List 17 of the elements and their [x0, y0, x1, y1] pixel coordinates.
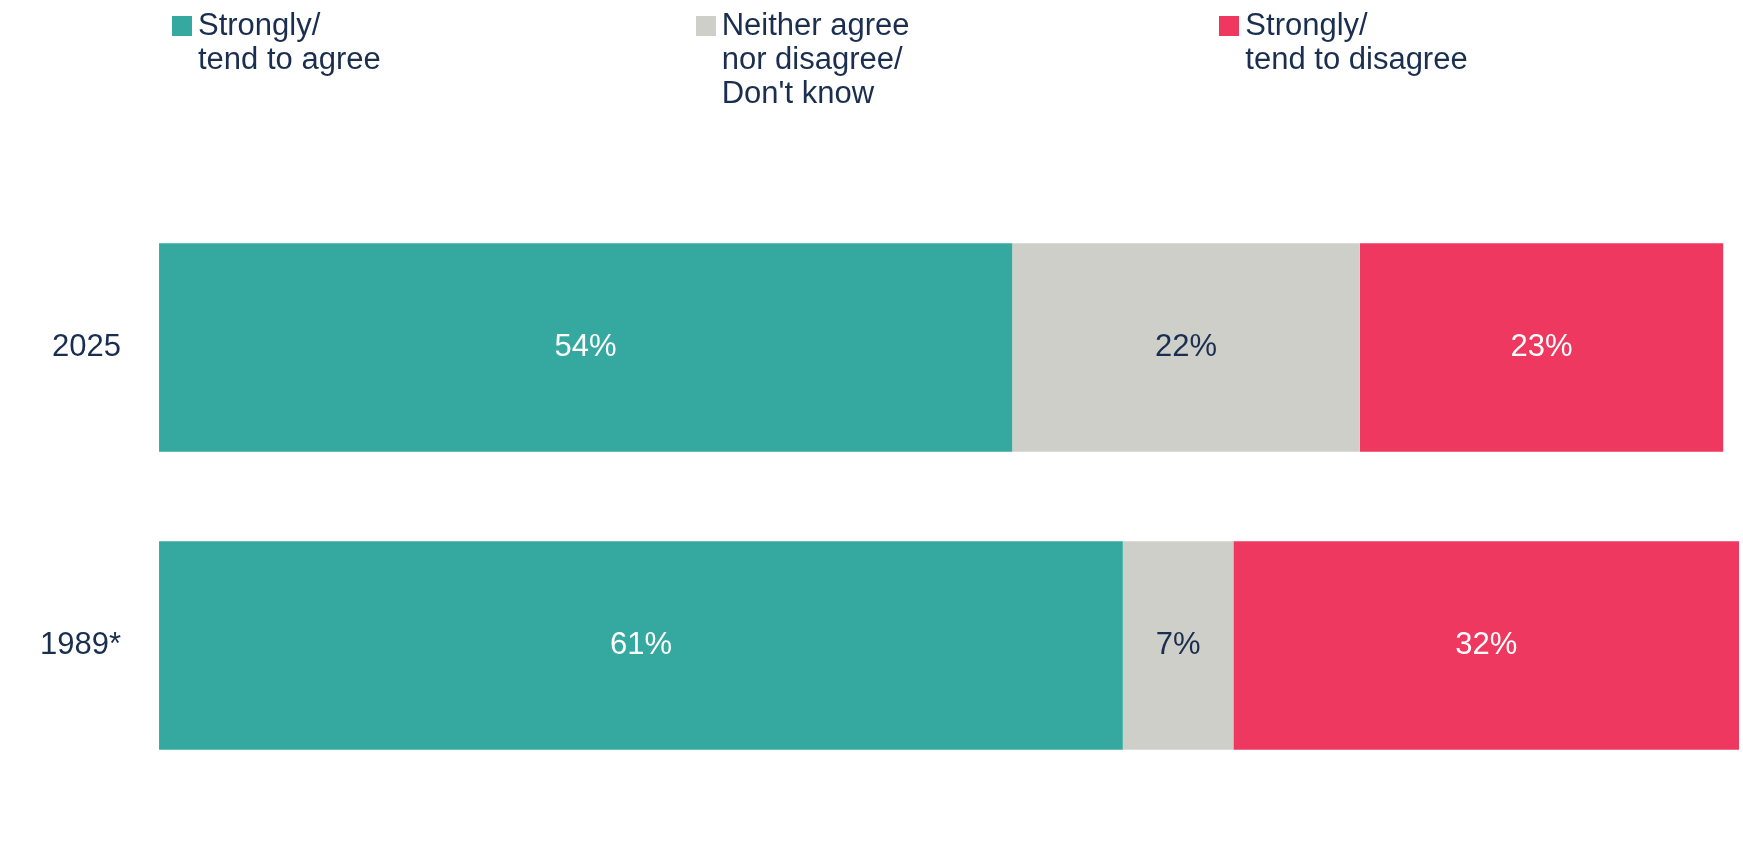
bar — [1233, 541, 1739, 750]
data-label: 23% — [1510, 328, 1573, 364]
y-tick-label: 1989* — [40, 626, 122, 661]
data-label: 22% — [1154, 328, 1218, 364]
bar — [159, 541, 1123, 750]
bar — [159, 243, 1013, 452]
bar — [1012, 243, 1360, 452]
legend-label: Neither agree nor disagree/ Don't know — [721, 7, 910, 110]
bar — [1359, 243, 1724, 452]
y-tick-label: 2025 — [52, 328, 122, 364]
legend-label: Strongly/ tend to disagree — [1245, 7, 1468, 76]
data-label: 54% — [554, 328, 617, 364]
bar — [1122, 541, 1234, 750]
data-label: 7% — [1155, 626, 1201, 661]
data-label: 32% — [1455, 626, 1518, 661]
data-label: 61% — [609, 626, 672, 661]
legend-label: Strongly/ tend to agree — [198, 7, 381, 76]
